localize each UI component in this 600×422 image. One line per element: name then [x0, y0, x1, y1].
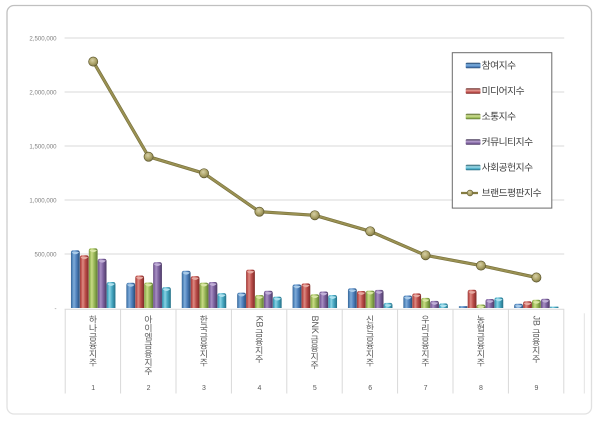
- svg-text:1,500,000: 1,500,000: [29, 143, 57, 150]
- svg-text:500,000: 500,000: [34, 251, 57, 258]
- svg-text:KB: KB: [254, 316, 264, 328]
- svg-text:BNK: BNK: [310, 316, 320, 334]
- svg-text:1,000,000: 1,000,000: [29, 197, 57, 204]
- svg-text:3: 3: [202, 385, 206, 392]
- svg-text:7: 7: [424, 385, 428, 392]
- svg-text:4: 4: [257, 385, 261, 392]
- svg-text:JB: JB: [531, 316, 541, 326]
- svg-text:2,500,000: 2,500,000: [29, 35, 57, 42]
- svg-text:2,000,000: 2,000,000: [29, 89, 57, 96]
- svg-text:2: 2: [147, 385, 151, 392]
- svg-text:9: 9: [534, 385, 538, 392]
- svg-text:1: 1: [91, 385, 95, 392]
- svg-text:5: 5: [313, 385, 317, 392]
- svg-text:-: -: [54, 305, 56, 312]
- svg-text:6: 6: [368, 385, 372, 392]
- svg-text:8: 8: [479, 385, 483, 392]
